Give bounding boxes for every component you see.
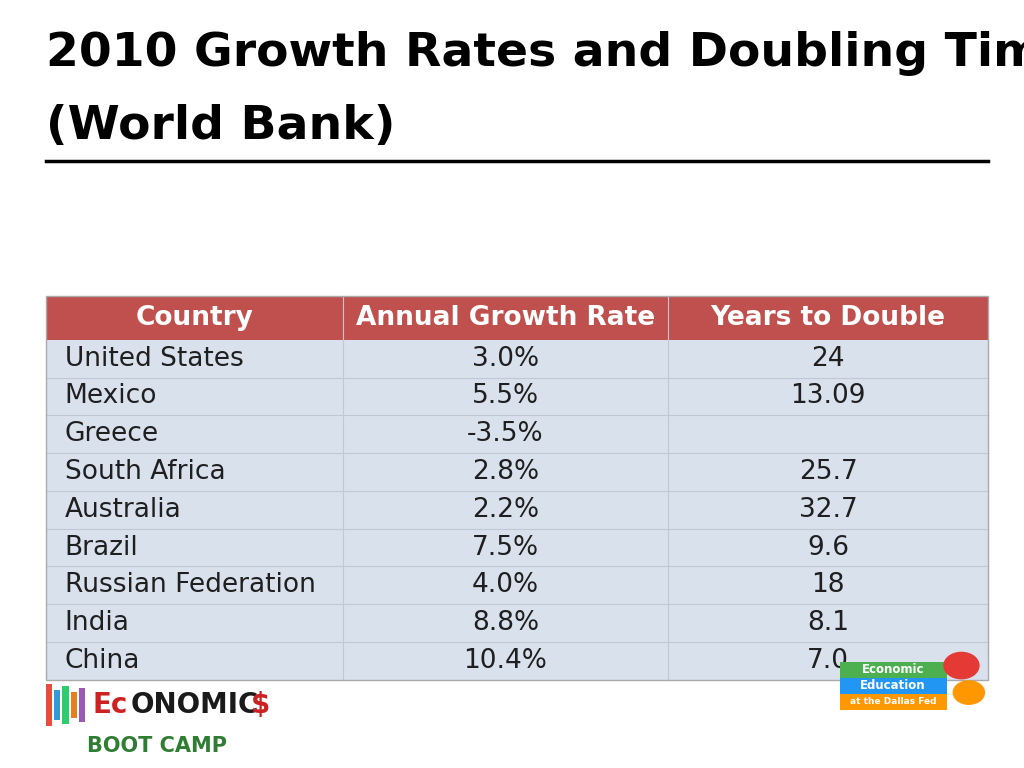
Bar [840, 662, 946, 678]
Bar [79, 688, 85, 722]
Text: 7.5%: 7.5% [472, 535, 539, 561]
Text: -3.5%: -3.5% [467, 421, 544, 447]
Text: at the Dallas Fed: at the Dallas Fed [850, 697, 936, 706]
Circle shape [944, 652, 979, 679]
Circle shape [953, 681, 984, 704]
Text: BOOT CAMP: BOOT CAMP [87, 737, 227, 756]
Bar [840, 694, 946, 710]
Bar [46, 296, 988, 680]
Text: 2.2%: 2.2% [472, 497, 539, 523]
Text: Ec: Ec [92, 691, 128, 719]
Text: 10.4%: 10.4% [464, 647, 547, 674]
Bar [62, 686, 69, 724]
Text: Years to Double: Years to Double [711, 305, 945, 331]
Bar [71, 691, 77, 719]
Text: Australia: Australia [65, 497, 181, 523]
Text: China: China [65, 647, 140, 674]
Text: 32.7: 32.7 [799, 497, 857, 523]
FancyBboxPatch shape [46, 340, 988, 680]
Text: 8.1: 8.1 [807, 610, 849, 636]
Text: Education: Education [860, 679, 926, 692]
Text: 2.8%: 2.8% [472, 459, 539, 485]
Text: Brazil: Brazil [65, 535, 138, 561]
Text: $: $ [251, 691, 270, 719]
Text: 5.5%: 5.5% [472, 383, 539, 409]
Text: 9.6: 9.6 [807, 535, 849, 561]
Bar [46, 684, 52, 727]
Text: 7.0: 7.0 [807, 647, 849, 674]
Text: South Africa: South Africa [65, 459, 225, 485]
FancyBboxPatch shape [46, 296, 988, 340]
Text: Greece: Greece [65, 421, 159, 447]
Bar [54, 690, 60, 720]
Text: Russian Federation: Russian Federation [65, 572, 315, 598]
Text: ONOMIC: ONOMIC [131, 691, 259, 719]
Text: 24: 24 [811, 346, 845, 372]
Text: 13.09: 13.09 [791, 383, 865, 409]
Text: Annual Growth Rate: Annual Growth Rate [355, 305, 655, 331]
Bar [840, 678, 946, 694]
Text: 18: 18 [811, 572, 845, 598]
Text: United States: United States [65, 346, 244, 372]
Text: Economic: Economic [862, 663, 925, 676]
Text: (World Bank): (World Bank) [46, 104, 395, 149]
Text: Mexico: Mexico [65, 383, 157, 409]
Text: 25.7: 25.7 [799, 459, 857, 485]
Text: Country: Country [135, 305, 253, 331]
Text: 3.0%: 3.0% [472, 346, 539, 372]
Text: 4.0%: 4.0% [472, 572, 539, 598]
Text: 8.8%: 8.8% [472, 610, 539, 636]
Text: India: India [65, 610, 129, 636]
Text: 2010 Growth Rates and Doubling Time: 2010 Growth Rates and Doubling Time [46, 31, 1024, 76]
